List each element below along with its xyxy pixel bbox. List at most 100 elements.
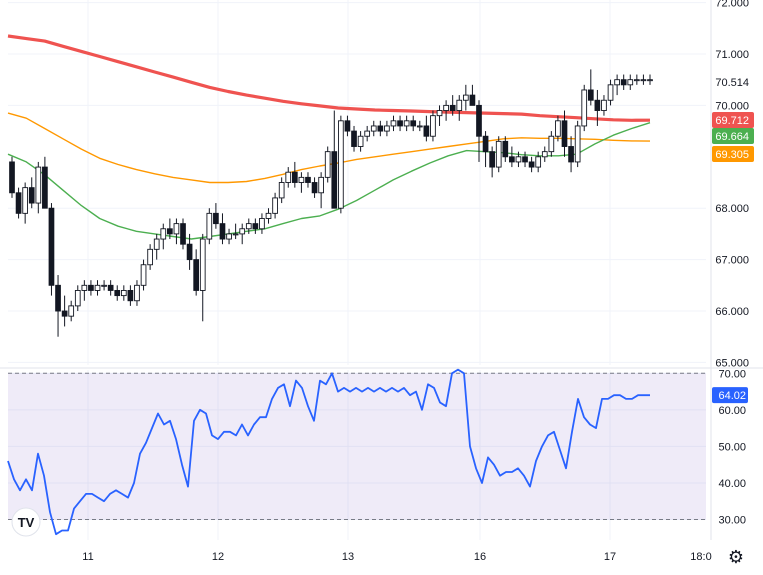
candle bbox=[456, 95, 463, 121]
price-labels: 70.514 69.712 69.664 69.305 64.02 bbox=[712, 77, 754, 404]
candle-body bbox=[107, 284, 114, 291]
candle bbox=[344, 115, 351, 137]
candle-body bbox=[509, 156, 515, 163]
candle-body bbox=[357, 135, 364, 147]
rsi-tick-label: 50.00 bbox=[718, 441, 746, 453]
candle bbox=[186, 233, 193, 270]
candle-body bbox=[147, 248, 153, 266]
candle-body bbox=[291, 171, 298, 183]
candle bbox=[107, 280, 114, 296]
candle bbox=[206, 208, 213, 245]
candle bbox=[594, 89, 601, 126]
candle-body bbox=[180, 223, 186, 245]
candle bbox=[561, 110, 568, 157]
candle-body bbox=[226, 233, 232, 240]
candle-body bbox=[68, 305, 75, 317]
candle-body bbox=[495, 140, 502, 168]
candle-body bbox=[548, 135, 555, 153]
candle bbox=[601, 95, 607, 116]
candle bbox=[647, 74, 653, 85]
price-tag-label: 70.514 bbox=[715, 77, 749, 89]
price-tag: 69.664 bbox=[712, 128, 754, 144]
candle bbox=[416, 120, 423, 132]
candle-body bbox=[423, 125, 430, 137]
candle bbox=[114, 285, 121, 301]
candle-body bbox=[101, 284, 107, 287]
candle-body bbox=[305, 176, 311, 183]
candle bbox=[522, 151, 528, 168]
rsi-value-tag: 64.02 bbox=[712, 387, 748, 404]
candle bbox=[324, 146, 331, 183]
rsi-band-lines bbox=[8, 372, 706, 521]
candle-body bbox=[430, 115, 436, 137]
candle bbox=[581, 84, 588, 132]
candle bbox=[193, 249, 200, 296]
candle bbox=[15, 187, 22, 219]
candle bbox=[81, 280, 88, 301]
candle bbox=[120, 285, 127, 301]
candle bbox=[548, 131, 555, 157]
logo-text: TV bbox=[18, 515, 35, 530]
candle-body bbox=[272, 197, 278, 214]
candle bbox=[364, 125, 371, 142]
candle-body bbox=[81, 284, 88, 291]
candle bbox=[614, 74, 620, 96]
candle bbox=[219, 213, 226, 245]
candle-body bbox=[285, 171, 292, 183]
price-tag-label: 69.712 bbox=[715, 115, 749, 127]
candle bbox=[232, 223, 239, 240]
candle-body bbox=[541, 151, 548, 158]
candle-body bbox=[140, 264, 147, 286]
price-tag: 69.712 bbox=[712, 112, 754, 128]
tradingview-logo[interactable]: TV bbox=[11, 507, 41, 537]
rsi-polyline bbox=[7, 368, 650, 536]
candle bbox=[42, 156, 48, 209]
candle-body bbox=[127, 290, 134, 302]
candle-body bbox=[88, 284, 94, 291]
price-tick-label: 70.000 bbox=[715, 100, 749, 112]
candle bbox=[101, 280, 107, 291]
candle-body bbox=[193, 259, 200, 291]
candle bbox=[430, 110, 436, 142]
candle-body bbox=[607, 84, 614, 101]
candle bbox=[338, 115, 344, 214]
candle-body bbox=[397, 120, 403, 127]
candle-body bbox=[416, 125, 423, 128]
candle-body bbox=[245, 223, 252, 230]
candle bbox=[462, 84, 469, 111]
candle bbox=[35, 161, 42, 214]
ma-line-red bbox=[7, 34, 651, 122]
candle-body bbox=[28, 187, 35, 204]
candle bbox=[403, 115, 410, 132]
candle bbox=[640, 74, 647, 85]
candle-body bbox=[410, 120, 417, 127]
gear-icon[interactable]: ⚙ bbox=[728, 547, 744, 568]
candle bbox=[94, 280, 101, 296]
rsi-tick-label: 30.00 bbox=[718, 515, 746, 527]
candle bbox=[239, 223, 246, 245]
candle bbox=[587, 69, 594, 106]
candle-body bbox=[338, 120, 344, 209]
candle-body bbox=[35, 166, 42, 204]
candle bbox=[377, 120, 384, 137]
candle-body bbox=[574, 125, 581, 163]
candle bbox=[199, 233, 206, 322]
candle bbox=[318, 172, 324, 209]
candle-body bbox=[403, 120, 410, 127]
candle bbox=[515, 151, 522, 168]
candle-body bbox=[436, 110, 443, 117]
candle-body bbox=[555, 120, 561, 137]
candle-body bbox=[153, 238, 160, 250]
candle bbox=[68, 300, 75, 322]
candle bbox=[213, 203, 219, 229]
price-tick-label: 67.000 bbox=[715, 255, 749, 267]
candle-body bbox=[614, 79, 620, 86]
candle bbox=[9, 156, 15, 198]
candle-body bbox=[469, 94, 476, 106]
candle bbox=[620, 74, 627, 90]
candle bbox=[311, 177, 318, 198]
candle-body bbox=[489, 151, 495, 168]
candle-body bbox=[219, 223, 226, 240]
candle-body bbox=[232, 233, 239, 236]
candle bbox=[298, 172, 305, 193]
